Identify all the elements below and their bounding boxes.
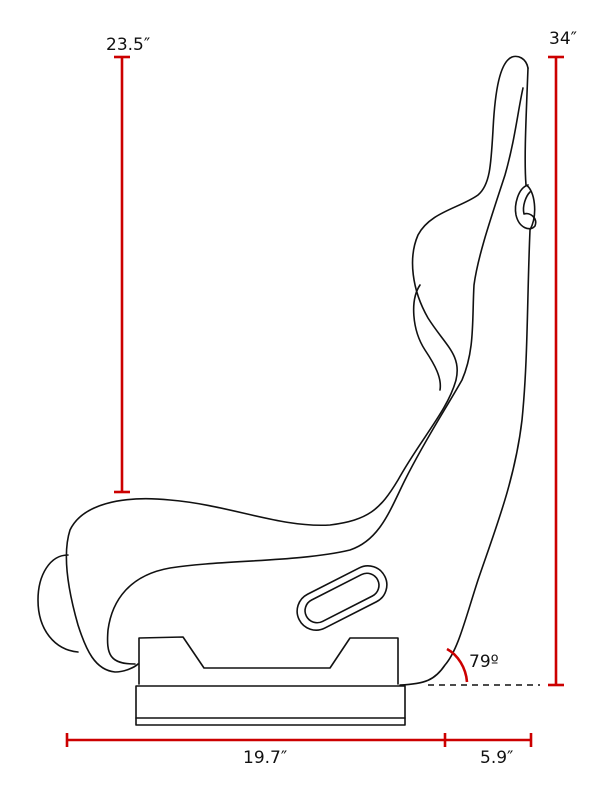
base-rail: [135, 685, 406, 726]
side-knob: [37, 554, 79, 653]
backrest-inner-fold: [412, 284, 442, 391]
recline-angle-label: 79º: [469, 652, 499, 672]
adjustment-slot: [296, 565, 388, 631]
dimension-total-height: 34″: [548, 29, 577, 687]
recline-angle: 79º: [428, 647, 540, 686]
belt-guide: [514, 184, 537, 230]
backrest-outer-front: [65, 55, 529, 673]
total-height-label: 34″: [549, 29, 577, 49]
backrest-rear: [399, 67, 536, 686]
side-bolster-line: [106, 87, 524, 665]
seat-outline: [37, 55, 537, 726]
dimension-back-height: 23.5″: [106, 35, 150, 494]
back-depth-label: 5.9″: [480, 748, 513, 768]
back-height-label: 23.5″: [106, 35, 150, 55]
dimension-depth: 19.7″ 5.9″: [65, 733, 533, 768]
seat-depth-label: 19.7″: [243, 748, 287, 768]
mounting-bracket: [138, 636, 399, 685]
